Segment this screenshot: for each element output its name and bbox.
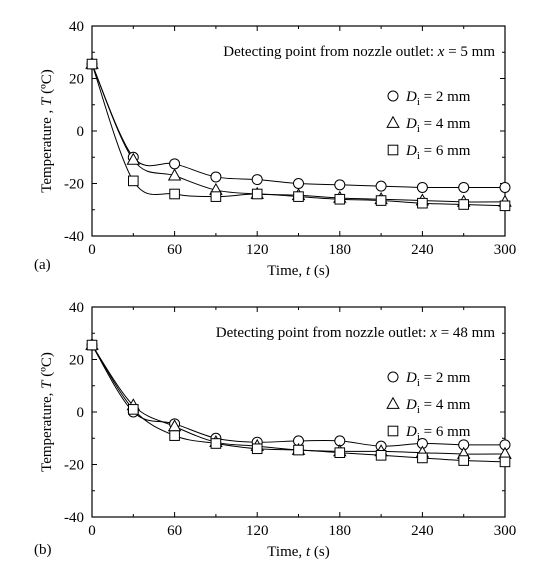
data-point (334, 447, 346, 458)
y-tick-label: -20 (64, 177, 84, 193)
legend-entry: Di = 2 mm (405, 89, 471, 108)
data-point (167, 168, 182, 181)
panel-label: (b) (34, 542, 52, 558)
data-point (293, 178, 304, 189)
y-tick-label: -20 (64, 458, 84, 474)
data-point (86, 339, 98, 351)
data-point (375, 180, 387, 192)
data-point (375, 450, 387, 461)
y-tick-label: -40 (64, 510, 84, 526)
panel-label: (a) (34, 257, 51, 273)
y-tick-label: 20 (69, 72, 84, 88)
data-point (251, 174, 263, 186)
data-point (251, 188, 263, 200)
y-axis-label: Temperature, T (ºC) (39, 352, 55, 472)
x-tick-label: 240 (411, 523, 434, 539)
x-tick-label: 120 (246, 523, 269, 539)
data-point (126, 152, 141, 165)
data-point (499, 200, 511, 212)
legend-entry: Di = 2 mm (405, 370, 471, 389)
data-point (334, 179, 346, 191)
data-point (251, 443, 263, 455)
data-point (499, 456, 511, 468)
data-point (128, 404, 139, 415)
y-tick-label: 40 (69, 19, 84, 35)
legend-entry: Di = 4 mm (405, 397, 471, 416)
x-tick-label: 120 (246, 242, 269, 258)
x-tick-label: 0 (88, 242, 96, 258)
legend-entry: Di = 6 mm (405, 424, 471, 443)
data-point (169, 188, 180, 200)
data-point (458, 455, 469, 466)
data-point (169, 158, 181, 170)
y-tick-label: 0 (77, 124, 85, 140)
y-tick-label: 40 (69, 300, 84, 316)
x-axis-label: Time, t (s) (267, 544, 329, 560)
legend-marker (387, 144, 399, 156)
data-point (293, 444, 304, 456)
data-point (169, 430, 180, 441)
data-point (375, 195, 387, 206)
chart-panel-b: 0 60 120 180 240 300 40 20 0 -20 -40 Time, t (s) Tem… (34, 300, 516, 560)
legend-marker (386, 396, 400, 409)
data-point (334, 193, 346, 205)
data-point (458, 181, 470, 193)
data-point (210, 171, 222, 183)
legend-marker (386, 115, 400, 128)
x-axis-label: Time, t (s) (267, 263, 329, 279)
x-tick-label: 0 (88, 523, 96, 539)
legend-entry: Di = 6 mm (405, 143, 471, 162)
annotation: Detecting point from nozzle outlet: x = … (223, 44, 495, 60)
x-tick-label: 300 (494, 523, 517, 539)
legend-entry: Di = 4 mm (405, 116, 471, 135)
x-tick-label: 300 (494, 242, 517, 258)
x-tick-label: 240 (411, 242, 434, 258)
data-point (293, 191, 304, 202)
data-point (210, 438, 222, 449)
y-tick-label: -40 (64, 229, 84, 245)
chart-panel-a: 0 60 120 180 240 300 40 20 0 -20 -40 Time, t (s) Tem… (34, 19, 516, 279)
data-point (86, 58, 98, 70)
y-axis-label: Temperature , T (ºC) (39, 69, 55, 193)
legend-marker (387, 371, 399, 383)
data-point (417, 197, 428, 209)
data-point (417, 452, 428, 464)
data-point (416, 181, 428, 193)
y-tick-label: 0 (77, 405, 85, 421)
data-point (128, 175, 139, 187)
legend-marker (387, 425, 399, 437)
x-tick-label: 60 (167, 242, 182, 258)
legend-marker (387, 90, 399, 102)
data-point (499, 181, 511, 193)
data-point (458, 199, 469, 210)
x-tick-label: 60 (167, 523, 182, 539)
x-tick-label: 180 (329, 242, 352, 258)
data-point (210, 191, 222, 202)
y-tick-label: 20 (69, 353, 84, 369)
x-tick-label: 180 (329, 523, 352, 539)
annotation: Detecting point from nozzle outlet: x = … (216, 325, 496, 341)
